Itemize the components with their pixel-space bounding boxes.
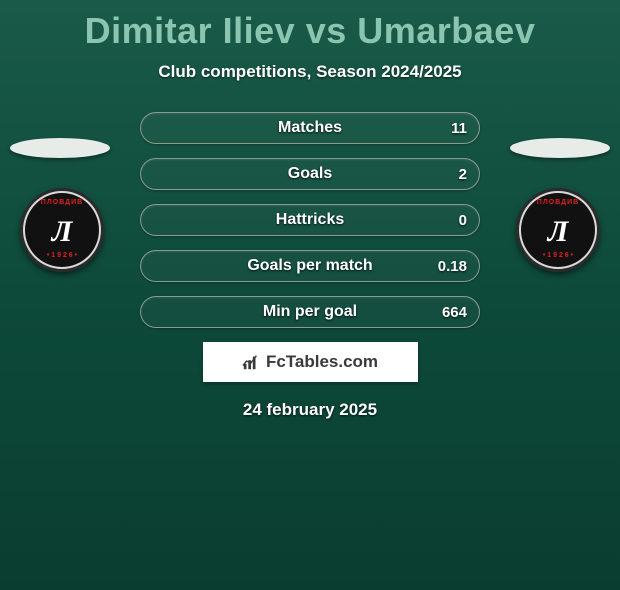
player-right-club-badge: ПЛОВДИВ Л • 1 9 2 6 • — [516, 188, 600, 272]
chart-icon — [242, 353, 260, 371]
stat-right-value: 0 — [459, 212, 467, 229]
player-left-avatar — [10, 138, 110, 158]
club-left-year: • 1 9 2 6 • — [47, 252, 77, 259]
stat-label: Matches — [278, 119, 342, 137]
stat-row-goals: Goals 2 — [140, 158, 480, 190]
stat-right-value: 664 — [442, 304, 467, 321]
brand-text: FcTables.com — [266, 352, 378, 372]
stats-container: Matches 11 Goals 2 Hattricks 0 Goals per… — [140, 112, 480, 328]
stat-right-value: 11 — [451, 120, 467, 137]
page-title: Dimitar Iliev vs Umarbaev — [0, 10, 620, 52]
stat-label: Min per goal — [263, 303, 357, 321]
player-left-club-badge: ПЛОВДИВ Л • 1 9 2 6 • — [20, 188, 104, 272]
stat-row-goals-per-match: Goals per match 0.18 — [140, 250, 480, 282]
date-label: 24 february 2025 — [0, 400, 620, 420]
brand-box[interactable]: FcTables.com — [203, 342, 418, 382]
club-right-arc-text: ПЛОВДИВ — [537, 199, 579, 206]
stat-label: Goals per match — [247, 257, 372, 275]
stat-label: Goals — [288, 165, 332, 183]
stat-row-matches: Matches 11 — [140, 112, 480, 144]
club-left-arc-text: ПЛОВДИВ — [41, 199, 83, 206]
club-right-letter: Л — [548, 215, 569, 249]
stat-right-value: 0.18 — [438, 258, 467, 275]
stat-row-min-per-goal: Min per goal 664 — [140, 296, 480, 328]
player-right-avatar — [510, 138, 610, 158]
subtitle: Club competitions, Season 2024/2025 — [0, 62, 620, 82]
club-right-year: • 1 9 2 6 • — [543, 252, 573, 259]
stat-right-value: 2 — [459, 166, 467, 183]
club-left-letter: Л — [52, 215, 73, 249]
stat-label: Hattricks — [276, 211, 344, 229]
stat-row-hattricks: Hattricks 0 — [140, 204, 480, 236]
